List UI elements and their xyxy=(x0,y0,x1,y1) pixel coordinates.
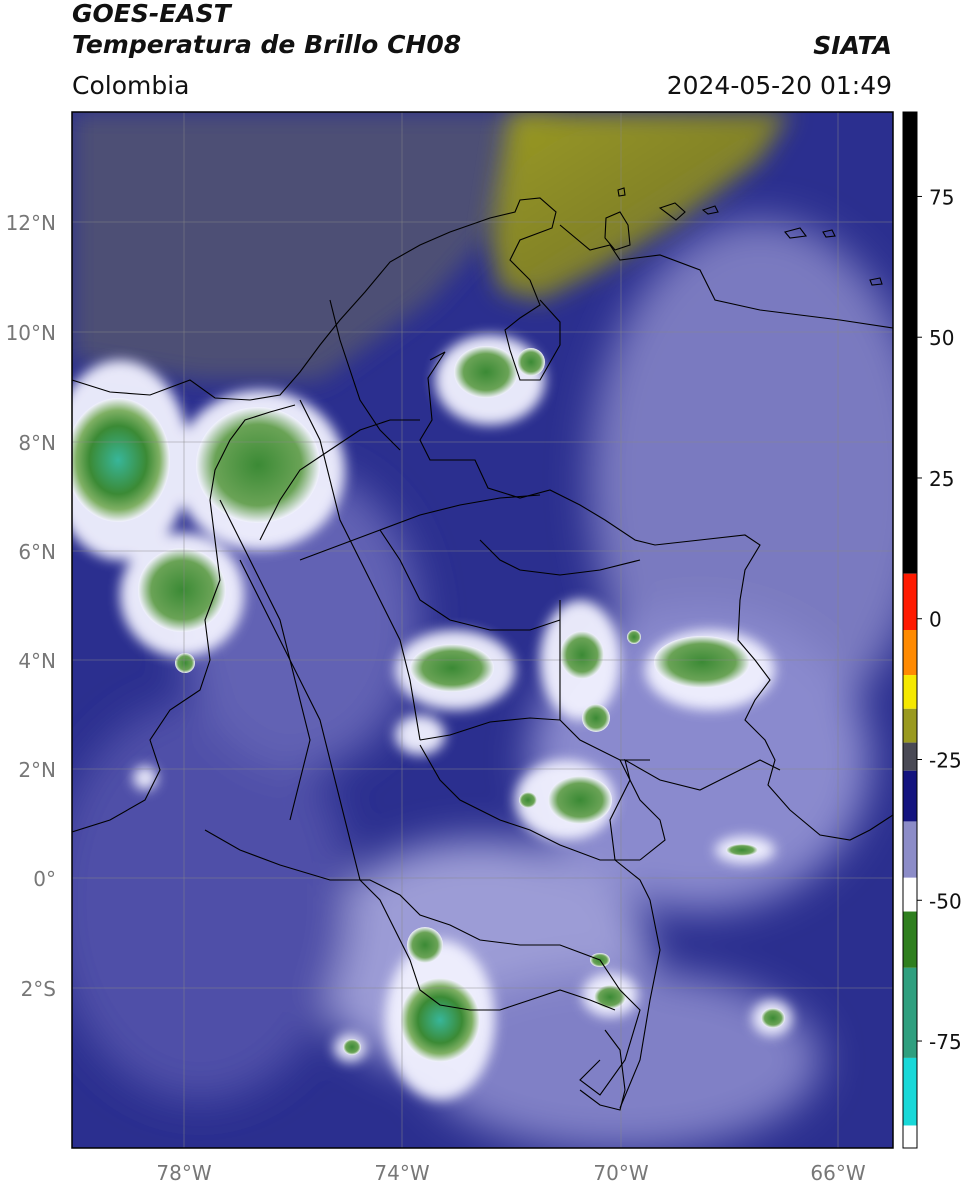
eastern-cordillera xyxy=(299,399,421,741)
vaupes-border xyxy=(619,759,666,861)
colorbar-tick-label: 75 xyxy=(929,185,954,209)
venezuela-coast xyxy=(559,224,893,329)
colorbar-tick-label: -75 xyxy=(929,1030,962,1054)
colorbar-segment xyxy=(903,877,917,912)
lon-tick-label: 66°W xyxy=(810,1161,865,1185)
central-cordillera xyxy=(239,559,361,881)
colorbar-frame xyxy=(902,111,918,1149)
ecuador-peru-border xyxy=(204,829,641,1096)
colorbar-segment xyxy=(903,112,917,574)
product-title: Temperatura de Brillo CH08 xyxy=(72,30,462,59)
islands xyxy=(604,187,883,286)
western-cordillera xyxy=(219,499,311,821)
colorbar-tick-label: -25 xyxy=(929,749,962,773)
satellite-title: GOES-EAST xyxy=(72,0,231,28)
colorbar-tick-label: 0 xyxy=(929,608,942,632)
gray-plume xyxy=(72,112,560,380)
amazon-tip xyxy=(579,1029,626,1111)
colorbar-tick-label: 50 xyxy=(929,326,954,350)
pacific-coast xyxy=(72,404,296,833)
colorbar-tick-label: 25 xyxy=(929,467,954,491)
lon-tick-label: 74°W xyxy=(374,1161,429,1185)
boyaca-border xyxy=(299,494,541,561)
lat-tick-label: 8°N xyxy=(18,431,56,455)
colorbar-segment xyxy=(903,967,917,1058)
colorbar-segment xyxy=(903,770,917,822)
colorbar-segment xyxy=(903,708,917,743)
region-label: Colombia xyxy=(72,71,190,100)
colorbar: 75 50 25 0 -25 -50 -75 xyxy=(902,111,962,1149)
casanare-border xyxy=(379,529,561,631)
lat-tick-label: 0° xyxy=(33,867,56,891)
antioquia-border xyxy=(259,419,420,541)
lat-tick-label: 10°N xyxy=(6,321,56,345)
lat-tick-label: 6°N xyxy=(18,540,56,564)
lon-tick-label: 70°W xyxy=(593,1161,648,1185)
cold-cloud-cores xyxy=(72,346,785,1062)
lon-tick-label: 78°W xyxy=(156,1161,211,1185)
brazil-border xyxy=(609,758,781,1109)
longitude-labels: 78°W 74°W 70°W 66°W xyxy=(156,1161,865,1185)
colorbar-segment xyxy=(903,1057,917,1126)
satellite-field xyxy=(72,112,893,1148)
lat-tick-label: 12°N xyxy=(6,211,56,235)
colombia-venezuela-border xyxy=(419,351,893,841)
warm-plume xyxy=(490,112,790,300)
arauca-border xyxy=(479,539,641,576)
colorbar-segment xyxy=(903,1125,917,1148)
colorbar-segment xyxy=(903,821,917,878)
lat-tick-label: 2°S xyxy=(21,977,56,1001)
bolivar-border xyxy=(329,299,401,451)
meta-border xyxy=(419,717,561,741)
colorbar-segment xyxy=(903,675,917,709)
guainia-border xyxy=(559,600,650,761)
colorbar-segment xyxy=(903,573,917,630)
borders xyxy=(72,197,893,1111)
latitude-labels: 12°N 10°N 8°N 6°N 4°N 2°N 0° 2°S xyxy=(6,211,56,1001)
lat-tick-label: 2°N xyxy=(18,758,56,782)
timestamp-label: 2024-05-20 01:49 xyxy=(666,71,892,100)
guaviare-border xyxy=(419,744,640,861)
northern-coastline xyxy=(72,197,561,401)
gridlines xyxy=(72,112,893,1148)
lat-tick-label: 4°N xyxy=(18,649,56,673)
source-label: SIATA xyxy=(813,31,892,60)
putumayo-border xyxy=(359,879,616,1011)
colorbar-segment xyxy=(903,911,917,968)
colorbar-tick-label: -50 xyxy=(929,889,962,913)
plot-frame xyxy=(71,111,894,1149)
colorbar-segment xyxy=(903,742,917,771)
colorbar-segment xyxy=(903,630,917,676)
